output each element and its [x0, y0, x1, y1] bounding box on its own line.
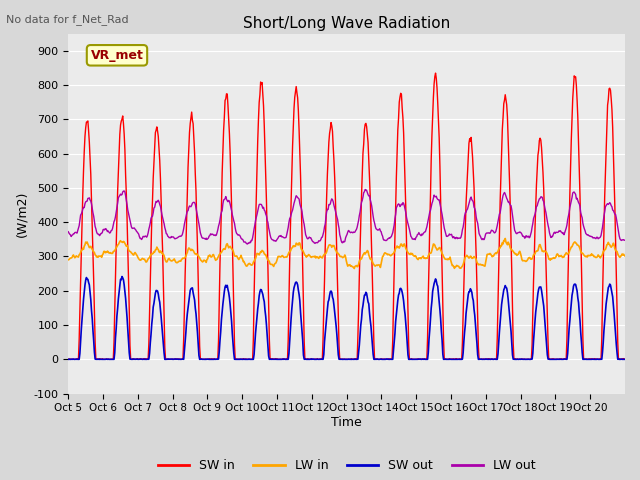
X-axis label: Time: Time	[332, 416, 362, 429]
Text: No data for f_Net_Rad: No data for f_Net_Rad	[6, 14, 129, 25]
Y-axis label: (W/m2): (W/m2)	[15, 191, 28, 237]
Text: VR_met: VR_met	[90, 49, 143, 62]
Title: Short/Long Wave Radiation: Short/Long Wave Radiation	[243, 16, 451, 31]
Legend: SW in, LW in, SW out, LW out: SW in, LW in, SW out, LW out	[152, 455, 541, 477]
